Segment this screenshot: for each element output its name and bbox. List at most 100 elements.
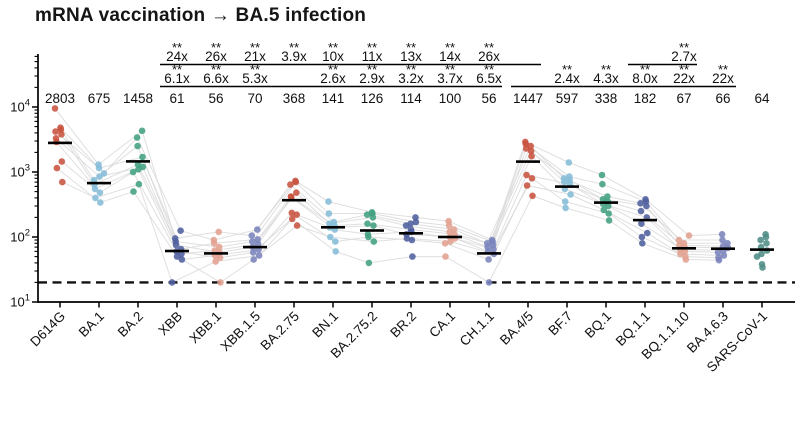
data-point <box>447 238 454 245</box>
paired-subject-line <box>56 167 724 283</box>
data-point <box>217 279 224 286</box>
paired-subject-line <box>62 181 720 284</box>
data-point <box>135 180 143 188</box>
data-point <box>254 240 262 248</box>
chart-title: mRNA vaccination → BA.5 infection <box>35 5 367 26</box>
x-axis-label: BA.2.75 <box>258 309 303 354</box>
fold-change-label: 3.2x <box>398 71 424 86</box>
fold-change-label: 26x <box>478 49 500 64</box>
data-point <box>96 173 103 180</box>
data-point <box>638 233 646 241</box>
data-point <box>522 145 530 152</box>
data-point <box>759 264 766 271</box>
data-point <box>91 185 99 193</box>
x-axis-label: CA.1 <box>426 309 458 341</box>
data-point <box>249 238 256 245</box>
data-point <box>210 240 218 247</box>
data-point <box>561 198 569 205</box>
data-point <box>600 206 608 214</box>
gmt-value-label: 67 <box>676 91 691 106</box>
gmt-bar <box>555 185 579 188</box>
data-point <box>528 152 535 160</box>
y-tick-label: 102 <box>10 228 30 245</box>
significance-stars: ** <box>679 62 689 77</box>
significance-stars: ** <box>562 62 572 77</box>
fold-change-label: 21x <box>244 49 266 64</box>
gmt-bar <box>126 160 150 163</box>
data-point <box>675 236 683 244</box>
data-point <box>403 235 411 242</box>
significance-stars: ** <box>367 62 377 77</box>
y-tick-label: 104 <box>10 98 30 115</box>
data-point <box>288 209 296 217</box>
paired-subject-line <box>54 108 723 241</box>
data-point <box>138 127 146 135</box>
fold-change-label: 22x <box>673 71 695 86</box>
data-point <box>637 207 645 215</box>
data-point <box>685 232 693 239</box>
significance-stars: ** <box>328 62 338 77</box>
data-point <box>757 236 764 244</box>
fold-change-label: 2.7x <box>671 49 697 64</box>
fold-change-label: 2.4x <box>554 71 580 86</box>
data-point <box>446 228 453 236</box>
gmt-value-label: 141 <box>322 91 345 106</box>
data-point <box>325 210 333 217</box>
data-point <box>402 222 410 229</box>
gmt-bar <box>477 252 501 255</box>
data-point <box>58 131 65 138</box>
data-point <box>129 168 137 176</box>
significance-stars: ** <box>484 62 494 77</box>
significance-stars: ** <box>211 40 221 55</box>
data-point <box>441 240 449 247</box>
data-point <box>639 240 646 247</box>
data-point <box>332 238 339 245</box>
fold-change-label: 14x <box>439 49 461 64</box>
gmt-bar <box>516 160 540 163</box>
gmt-value-label: 56 <box>208 91 223 106</box>
data-point <box>523 171 530 179</box>
paired-subject-line <box>60 134 719 255</box>
x-axis-label: BQ.1 <box>582 309 614 341</box>
significance-stars: ** <box>367 40 377 55</box>
data-point <box>135 166 142 173</box>
fold-change-label: 26x <box>205 49 227 64</box>
x-axis-label: BR.2 <box>387 309 419 341</box>
data-point <box>249 249 257 256</box>
fold-change-label: 3.7x <box>437 71 463 86</box>
gmt-value-label: 64 <box>754 91 770 106</box>
data-point <box>172 241 180 249</box>
gmt-bar <box>672 247 696 250</box>
data-point <box>53 164 61 172</box>
fold-change-label: 5.3x <box>242 71 268 86</box>
data-point <box>605 217 613 224</box>
gmt-bar <box>204 252 228 255</box>
data-point <box>292 178 300 186</box>
x-axis-label: XBB.1.5 <box>217 309 263 355</box>
data-point <box>248 232 256 239</box>
significance-stars: ** <box>718 62 728 77</box>
data-point <box>288 193 295 201</box>
gmt-value-label: 56 <box>481 91 496 106</box>
gmt-bar <box>399 232 423 235</box>
data-point <box>212 258 219 265</box>
paired-subject-line <box>55 131 723 248</box>
data-point <box>408 236 416 244</box>
data-point <box>523 182 531 189</box>
x-axis-label: CH.1.1 <box>457 309 497 349</box>
gmt-value-label: 126 <box>361 91 384 106</box>
data-point <box>52 128 59 135</box>
data-point <box>364 220 371 227</box>
data-point <box>332 248 340 255</box>
x-axis-label: XBB <box>155 309 185 339</box>
data-point <box>529 192 536 200</box>
data-point <box>677 250 684 258</box>
fold-change-label: 22x <box>712 71 734 86</box>
gmt-bar <box>750 248 774 251</box>
significance-stars: ** <box>328 40 338 55</box>
data-point <box>637 200 644 207</box>
data-point <box>605 210 612 217</box>
significance-stars: ** <box>250 40 260 55</box>
gmt-value-label: 1458 <box>123 91 153 106</box>
data-point <box>485 279 493 286</box>
